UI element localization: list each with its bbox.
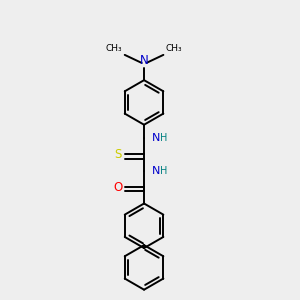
Text: S: S <box>115 148 122 161</box>
Text: CH₃: CH₃ <box>166 44 182 52</box>
Text: O: O <box>114 181 123 194</box>
Text: N: N <box>152 133 160 143</box>
Text: CH₃: CH₃ <box>106 44 122 52</box>
Text: H: H <box>160 133 167 143</box>
Text: N: N <box>140 54 148 67</box>
Text: N: N <box>152 166 160 176</box>
Text: H: H <box>160 166 167 176</box>
